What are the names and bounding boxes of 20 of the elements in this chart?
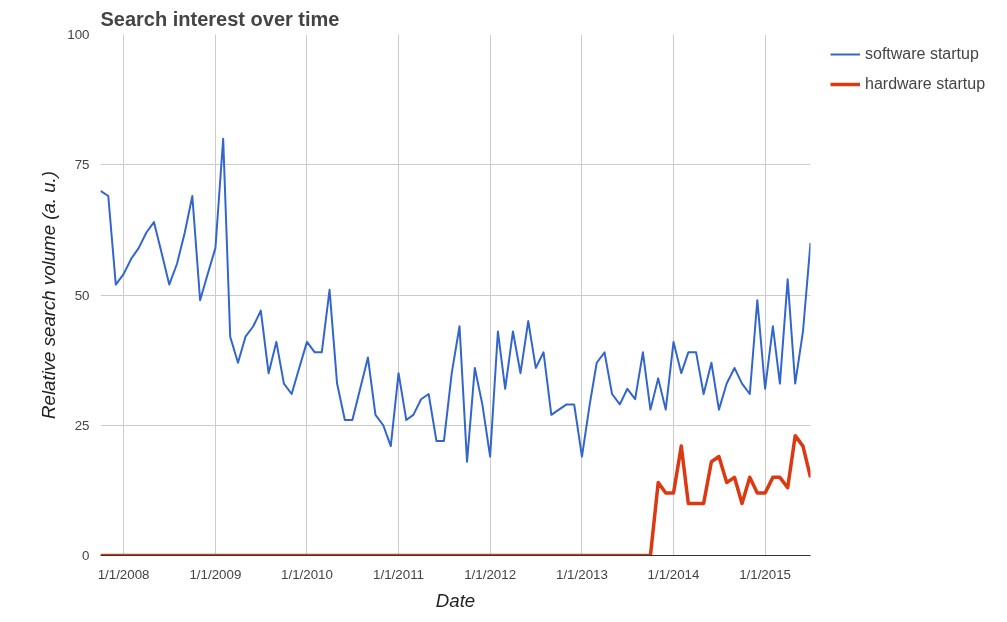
y-tick-label: 25 bbox=[74, 417, 90, 433]
line-series bbox=[100, 137, 811, 463]
x-tick-label: 1/1/2008 bbox=[97, 566, 150, 582]
line-series bbox=[100, 433, 811, 556]
y-axis-title: Relative search volume (a. u.) bbox=[38, 171, 60, 419]
x-tick-label: 1/1/2014 bbox=[647, 566, 701, 582]
x-tick-label: 1/1/2012 bbox=[464, 566, 517, 582]
x-tick-label: 1/1/2011 bbox=[373, 566, 425, 582]
x-axis-title: Date bbox=[435, 589, 476, 611]
x-tick-label: 1/1/2009 bbox=[189, 566, 242, 582]
legend-label: hardware startup bbox=[865, 75, 986, 93]
y-tick-label: 75 bbox=[74, 157, 90, 173]
y-tick-label: 0 bbox=[82, 548, 90, 563]
x-tick-label: 1/1/2010 bbox=[281, 566, 333, 582]
x-tick-label: 1/1/2015 bbox=[739, 566, 792, 582]
x-tick-label: 1/1/2013 bbox=[556, 566, 608, 582]
legend-label: software startup bbox=[865, 45, 979, 63]
y-tick-label: 50 bbox=[74, 287, 90, 303]
chart-title: Search interest over time bbox=[100, 7, 340, 30]
y-tick-label: 100 bbox=[67, 27, 90, 42]
